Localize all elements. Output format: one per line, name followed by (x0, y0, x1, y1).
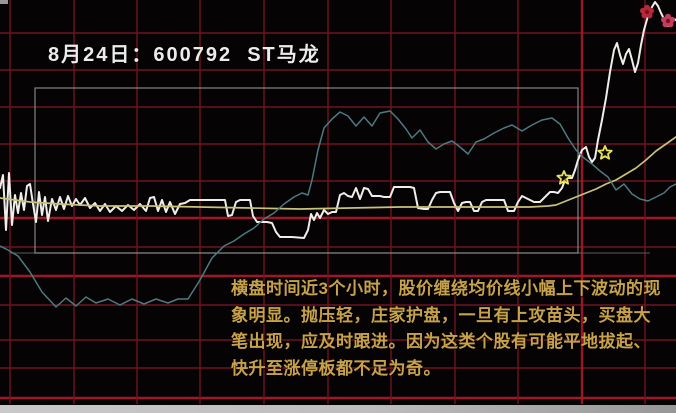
bottom-border (0, 405, 676, 413)
consolidation-highlight-box (34, 87, 579, 254)
overlay-line (0, 110, 676, 308)
flower-marker-icon (661, 13, 675, 28)
photo-artifact (0, 0, 8, 4)
average-price-line (0, 136, 676, 210)
annotation-line: 横盘时间近3个小时，股价缠绕均价线小幅上下波动的现 (231, 279, 661, 298)
annotation-line: 笔出现，应及时跟进。因为这类个股有可能平地拔起、 (231, 332, 651, 351)
annotation-line: 象明显。抛压轻，庄家护盘，一旦有上攻苗头，买盘大 (231, 305, 651, 325)
buy-point-star-icon (556, 170, 572, 185)
price-line (0, 1, 676, 239)
annotation-line: 快升至涨停板都不足为奇。 (231, 358, 441, 378)
flower-marker-icon (640, 4, 654, 19)
buy-point-star-icon (597, 145, 613, 160)
chart-title: 8月24日：600792 ST马龙 (48, 44, 321, 66)
annotation-text-block: 横盘时间近3个小时，股价缠绕均价线小幅上下波动的现 象明显。抛压轻，庄家护盘，一… (231, 276, 661, 382)
